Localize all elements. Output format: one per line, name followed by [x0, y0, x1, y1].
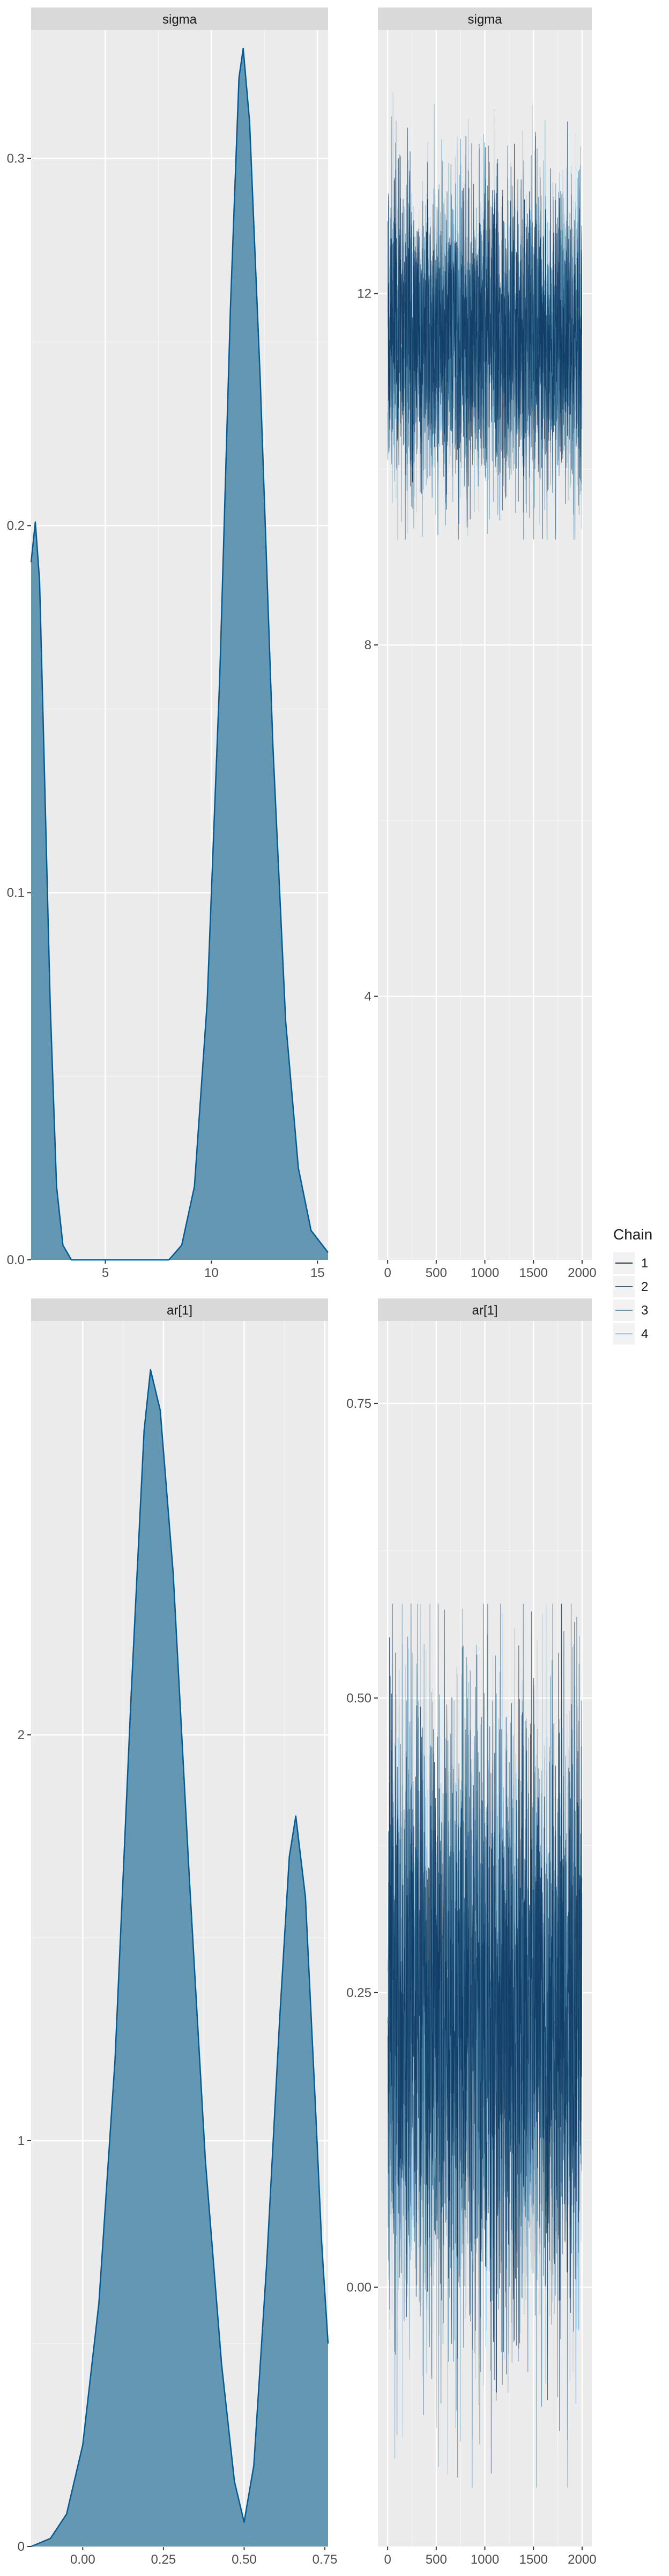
legend-label: 4: [641, 1327, 648, 1341]
x-tick-label: 2000: [568, 1266, 596, 1280]
y-tick-label: 0.3: [7, 152, 25, 166]
x-tick-label: 0: [384, 2552, 391, 2567]
x-tick-label: 10: [204, 1266, 219, 1280]
x-tick-label: 15: [310, 1266, 325, 1280]
facet-strip: [378, 1298, 592, 1321]
y-tick-label: 8: [365, 638, 371, 652]
x-tick-label: 0.75: [313, 2552, 338, 2567]
trace-line-chain-1: [387, 1603, 583, 2488]
x-tick-label: 0.00: [70, 2552, 95, 2567]
facet-strip: [31, 8, 328, 30]
facet-strip: [378, 8, 592, 30]
x-tick-label: 0.25: [151, 2552, 176, 2567]
y-tick-label: 0.50: [346, 1691, 371, 1705]
x-tick-label: 1500: [519, 2552, 547, 2567]
facet-strip-label: sigma: [162, 12, 197, 27]
facet-strip: [31, 1298, 328, 1321]
facet-strip-label: ar[1]: [167, 1303, 192, 1318]
legend-title: Chain: [613, 1226, 652, 1243]
y-tick-label: 0: [18, 2540, 25, 2554]
legend-label: 1: [641, 1256, 648, 1271]
y-tick-label: 0.25: [346, 1986, 371, 2000]
y-tick-label: 0.75: [346, 1397, 371, 1411]
x-tick-label: 1000: [471, 1266, 499, 1280]
trace-line-chain-1: [387, 116, 583, 540]
y-tick-label: 12: [357, 287, 371, 301]
density-area: [31, 48, 328, 1260]
x-tick-label: 1000: [471, 2552, 499, 2567]
legend-label: 3: [641, 1303, 648, 1318]
y-tick-label: 0.1: [7, 886, 25, 900]
y-tick-label: 0.2: [7, 518, 25, 533]
density-area: [31, 1369, 328, 2547]
x-tick-label: 500: [426, 1266, 447, 1280]
x-tick-label: 0.50: [232, 2552, 257, 2567]
y-tick-label: 2: [18, 1728, 25, 1742]
x-tick-label: 1500: [519, 1266, 547, 1280]
y-tick-label: 0.0: [7, 1253, 25, 1267]
y-tick-label: 4: [365, 989, 371, 1004]
x-tick-label: 500: [426, 2552, 447, 2567]
facet-strip-label: sigma: [467, 12, 502, 27]
y-tick-label: 1: [18, 2134, 25, 2148]
legend-label: 2: [641, 1280, 648, 1294]
facet-strip-label: ar[1]: [472, 1303, 497, 1318]
density-line: [30, 47, 329, 1261]
x-tick-label: 0: [384, 1266, 391, 1280]
x-tick-label: 5: [102, 1266, 109, 1280]
density-line: [31, 1369, 329, 2548]
x-tick-label: 2000: [568, 2552, 596, 2567]
y-tick-label: 0.00: [346, 2280, 371, 2295]
